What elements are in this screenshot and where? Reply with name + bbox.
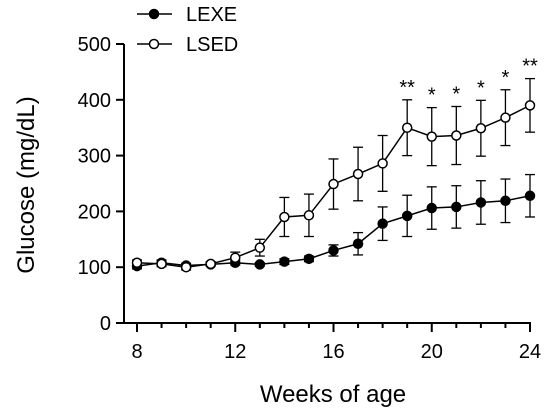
legend-item-lexe: LEXE: [137, 4, 237, 26]
x-tick-label: 16: [322, 341, 344, 363]
legend-item-lsed: LSED: [137, 34, 238, 56]
y-tick-label: 200: [78, 201, 111, 223]
data-point: [524, 190, 536, 202]
legend-label: LEXE: [186, 4, 237, 26]
data-point: [500, 112, 511, 123]
data-point: [500, 195, 511, 207]
data-point: [156, 258, 167, 270]
x-axis-label: Weeks of age: [260, 381, 406, 408]
data-point: [426, 131, 437, 142]
data-point: [401, 210, 413, 222]
data-point: [254, 242, 266, 253]
data-point: [426, 202, 437, 214]
significance-mark: *: [452, 83, 460, 105]
data-point: [303, 253, 315, 265]
data-point: [205, 258, 216, 270]
data-point: [451, 130, 462, 141]
x-tick-label: 8: [131, 341, 142, 363]
legend-marker: [148, 8, 160, 20]
y-tick-label: 100: [78, 257, 111, 279]
data-point: [377, 158, 388, 169]
y-axis-label: Glucose (mg/dL): [13, 96, 40, 273]
x-tick-label: 12: [224, 341, 246, 363]
data-point: [352, 168, 364, 180]
significance-mark: **: [522, 56, 538, 78]
data-point: [524, 100, 536, 111]
data-point: [180, 261, 192, 273]
data-point: [475, 123, 487, 134]
data-point: [475, 197, 487, 208]
significance-mark: *: [502, 67, 510, 89]
x-tick-label: 24: [519, 341, 541, 363]
series-lsed: [131, 77, 536, 273]
data-point: [279, 211, 290, 223]
data-point: [230, 252, 241, 263]
x-tick-label: 20: [421, 341, 443, 363]
data-point: [303, 210, 315, 221]
y-tick-label: 500: [78, 34, 111, 56]
axes: 0 100 200 300 400 500 8 12 16 20 24: [78, 34, 542, 363]
data-point: [328, 178, 339, 190]
data-point: [279, 256, 290, 267]
data-point: [352, 238, 364, 250]
significance-mark: *: [477, 77, 485, 99]
legend: LEXE LSED: [137, 4, 238, 56]
y-tick-label: 300: [78, 146, 111, 168]
legend-label: LSED: [186, 34, 238, 56]
series-layer: [131, 77, 536, 273]
significance-mark: **: [399, 77, 415, 99]
data-point: [328, 245, 339, 256]
data-point: [131, 257, 143, 268]
legend-marker: [148, 38, 160, 50]
data-point: [401, 122, 413, 133]
y-tick-label: 0: [100, 313, 111, 335]
data-point: [254, 259, 266, 270]
significance-mark: *: [428, 85, 436, 107]
y-tick-label: 400: [78, 90, 111, 112]
data-point: [377, 218, 388, 229]
annotation-layer: ** * * * ***: [399, 56, 538, 107]
data-point: [451, 201, 462, 213]
